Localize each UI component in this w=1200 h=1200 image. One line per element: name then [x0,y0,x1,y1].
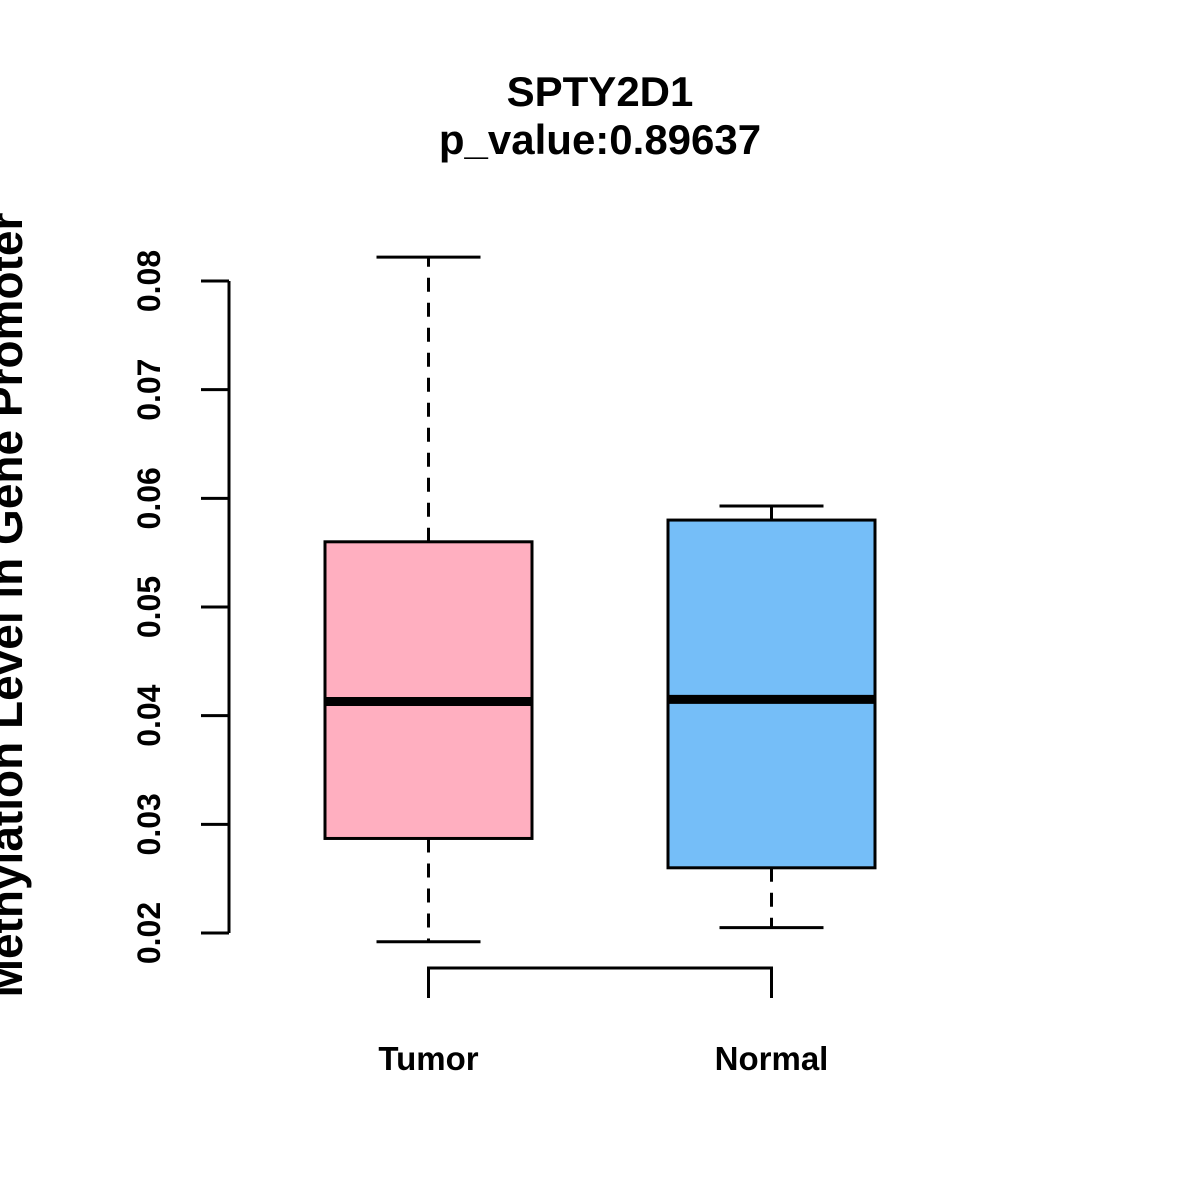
normal-box [666,518,877,870]
plot-area: 0.02 0.03 0.04 0.05 0.06 0.07 0.08 Tumor Normal [131,250,877,1077]
chart-subtitle: p_value:0.89637 [439,116,761,163]
y-tick-label: 0.04 [131,684,167,746]
normal-category-label: Normal [715,1040,829,1077]
tumor-box [323,540,534,840]
chart-title: SPTY2D1 [507,68,694,115]
y-tick-label: 0.02 [131,902,167,964]
y-tick-label: 0.03 [131,793,167,855]
y-tick-label: 0.08 [131,250,167,312]
y-tick-label: 0.07 [131,359,167,421]
y-tick-label: 0.06 [131,467,167,529]
tumor-category-label: Tumor [378,1040,478,1077]
y-axis-title: Methylation Level in Gene Promoter [0,213,32,998]
x-axis-bracket [427,966,773,998]
y-tick-label: 0.05 [131,576,167,638]
